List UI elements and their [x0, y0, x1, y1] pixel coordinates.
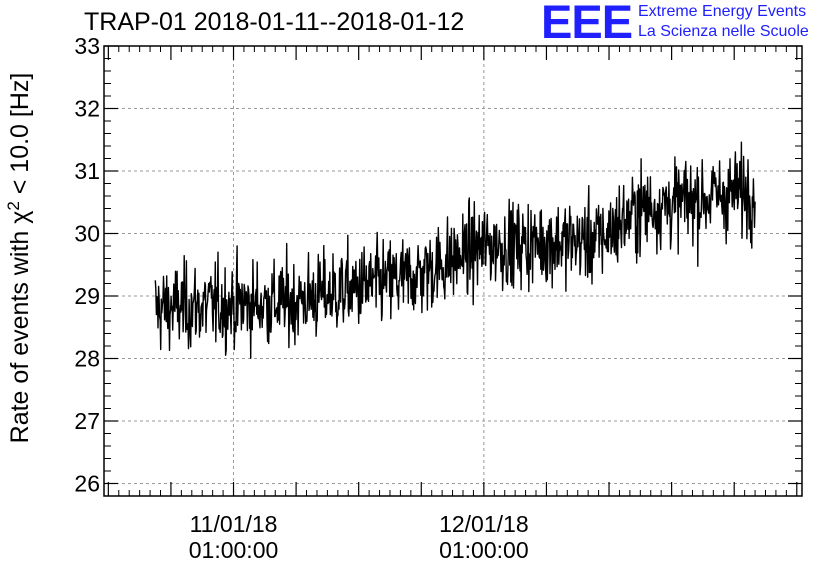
y-tick-label: 33	[74, 33, 100, 59]
ticks	[104, 45, 802, 497]
eee-logo-icon: EEE	[541, 0, 633, 48]
y-tick-label: 27	[74, 408, 100, 434]
x-tick-date: 11/01/18	[190, 511, 278, 537]
logo-subtitle-2: La Scienza nelle Scuole	[638, 23, 809, 40]
y-tick-label: 26	[74, 471, 100, 497]
y-tick-labels: 26 27 28 29 30 31 32 33	[74, 33, 100, 497]
y-tick-label: 32	[74, 96, 100, 122]
logo-subtitle-1: Extreme Energy Events	[638, 3, 807, 20]
series-layer	[154, 141, 756, 359]
x-tick-date: 12/01/18	[439, 511, 529, 537]
y-axis-title: Rate of events with χ2 < 10.0 [Hz]	[4, 73, 35, 444]
x-tick-time: 01:00:00	[189, 537, 279, 563]
y-tick-label: 29	[74, 283, 100, 309]
y-tick-label: 30	[74, 221, 100, 247]
y-tick-label: 28	[74, 346, 100, 372]
grid	[104, 45, 802, 496]
chart-title: TRAP-01 2018-01-11--2018-01-12	[84, 8, 465, 36]
y-tick-label: 31	[74, 158, 100, 184]
rate-series-line	[154, 141, 756, 359]
x-tick-time: 01:00:00	[439, 537, 529, 563]
